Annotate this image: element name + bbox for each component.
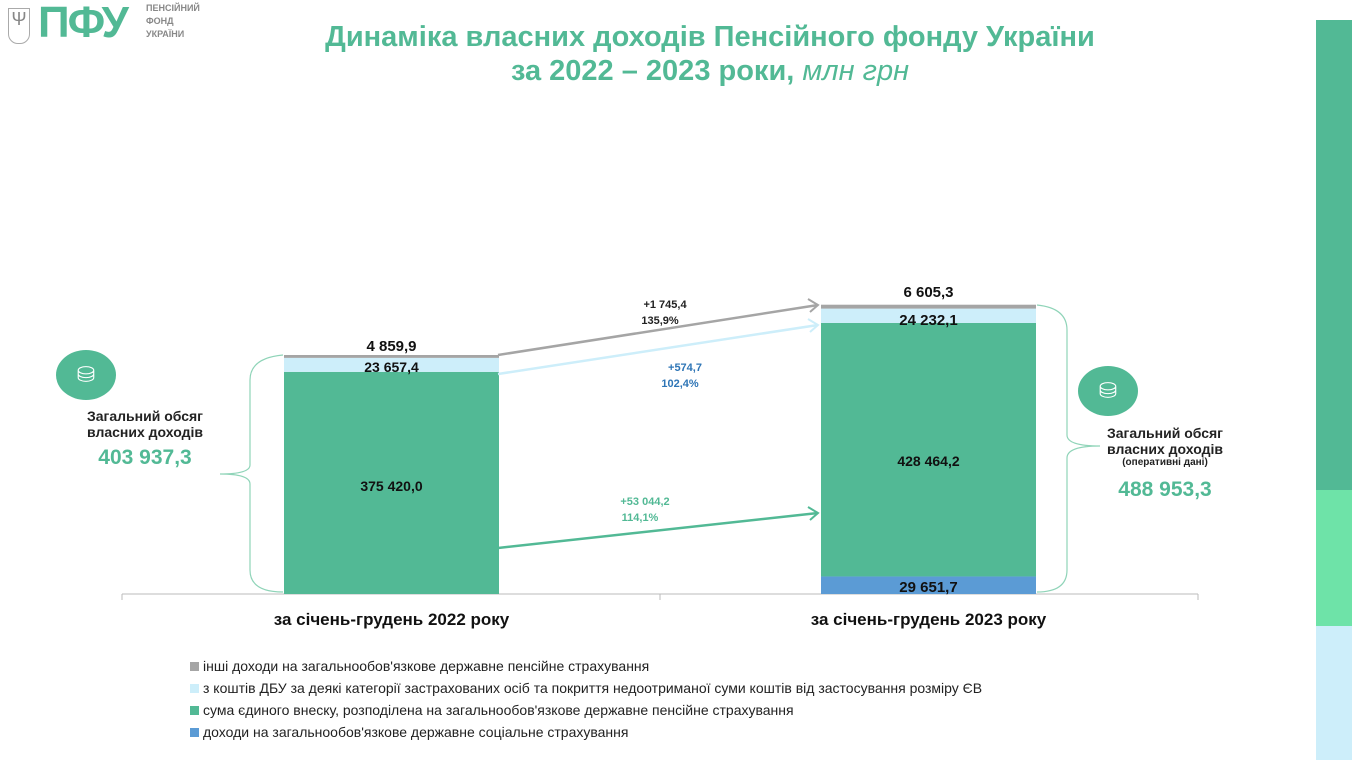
change-percent: 135,9% bbox=[641, 315, 679, 327]
data-label: 24 232,1 bbox=[899, 312, 957, 329]
legend-item: з коштів ДБУ за деякі категорії застрахо… bbox=[190, 677, 982, 699]
bar-segment bbox=[284, 355, 499, 358]
data-label: 23 657,4 bbox=[364, 359, 419, 375]
bar-segment bbox=[284, 371, 499, 594]
change-delta: +53 044,2 bbox=[620, 496, 669, 508]
bar-segment bbox=[821, 304, 1036, 309]
change-delta: +574,7 bbox=[668, 362, 702, 374]
right-summary: Загальний обсяг власних доходів (оперативн… bbox=[1106, 425, 1224, 468]
legend-label: інші доходи на загальнообов'язкове держа… bbox=[203, 658, 650, 674]
change-arrow bbox=[497, 303, 819, 357]
legend-swatch bbox=[190, 661, 199, 671]
left-total: 403 937,3 bbox=[98, 446, 192, 469]
legend-label: з коштів ДБУ за деякі категорії застрахо… bbox=[203, 680, 983, 696]
coins-icon: ⛁ bbox=[1078, 366, 1138, 416]
bar-segment bbox=[821, 576, 1036, 594]
side-bar-mint bbox=[1316, 490, 1352, 626]
category-label: за січень-грудень 2023 року bbox=[811, 610, 1047, 629]
bar-segment bbox=[821, 308, 1036, 323]
arrow-head-icon bbox=[807, 298, 820, 313]
change-arrow bbox=[497, 511, 819, 550]
legend-swatch bbox=[190, 683, 199, 693]
legend: інші доходи на загальнообов'язкове держа… bbox=[190, 655, 982, 743]
right-total: 488 953,3 bbox=[1118, 478, 1212, 501]
legend-item: сума єдиного внеску, розподілена на зага… bbox=[190, 699, 982, 721]
legend-item: інші доходи на загальнообов'язкове держа… bbox=[190, 655, 982, 677]
change-arrow bbox=[497, 323, 819, 376]
side-bar-lightblue bbox=[1316, 626, 1352, 760]
legend-label: сума єдиного внеску, розподілена на зага… bbox=[203, 702, 794, 718]
coat-of-arms-icon: Ψ bbox=[8, 8, 30, 44]
left-brace bbox=[219, 354, 284, 593]
page-title: Динаміка власних доходів Пенсійного фонд… bbox=[325, 21, 1095, 87]
data-label: 4 859,9 bbox=[366, 338, 416, 355]
logo-text: ПЕНСІЙНИЙ ФОНД УКРАЇНИ bbox=[146, 3, 200, 39]
data-label: 6 605,3 bbox=[903, 284, 953, 301]
arrow-head-icon bbox=[807, 506, 820, 521]
data-label: 428 464,2 bbox=[897, 453, 959, 469]
legend-swatch bbox=[190, 727, 199, 737]
legend-label: доходи на загальнообов'язкове державне с… bbox=[203, 724, 629, 740]
arrow-head-icon bbox=[807, 318, 820, 333]
data-label: 375 420,0 bbox=[360, 478, 422, 494]
coins-icon: ⛁ bbox=[56, 350, 116, 400]
legend-swatch bbox=[190, 705, 199, 715]
side-bar-teal bbox=[1316, 20, 1352, 490]
logo-abbr: ПФУ bbox=[38, 0, 129, 47]
change-delta: +1 745,4 bbox=[643, 299, 687, 311]
legend-item: доходи на загальнообов'язкове державне с… bbox=[190, 721, 982, 743]
bar-segment bbox=[284, 357, 499, 372]
left-summary: Загальний обсяг власних доходів bbox=[86, 408, 204, 440]
category-label: за січень-грудень 2022 року bbox=[274, 610, 510, 629]
right-brace bbox=[1036, 304, 1101, 593]
change-percent: 114,1% bbox=[622, 512, 659, 524]
data-label: 29 651,7 bbox=[899, 579, 957, 596]
bar-segment bbox=[821, 322, 1036, 577]
change-percent: 102,4% bbox=[661, 378, 699, 390]
